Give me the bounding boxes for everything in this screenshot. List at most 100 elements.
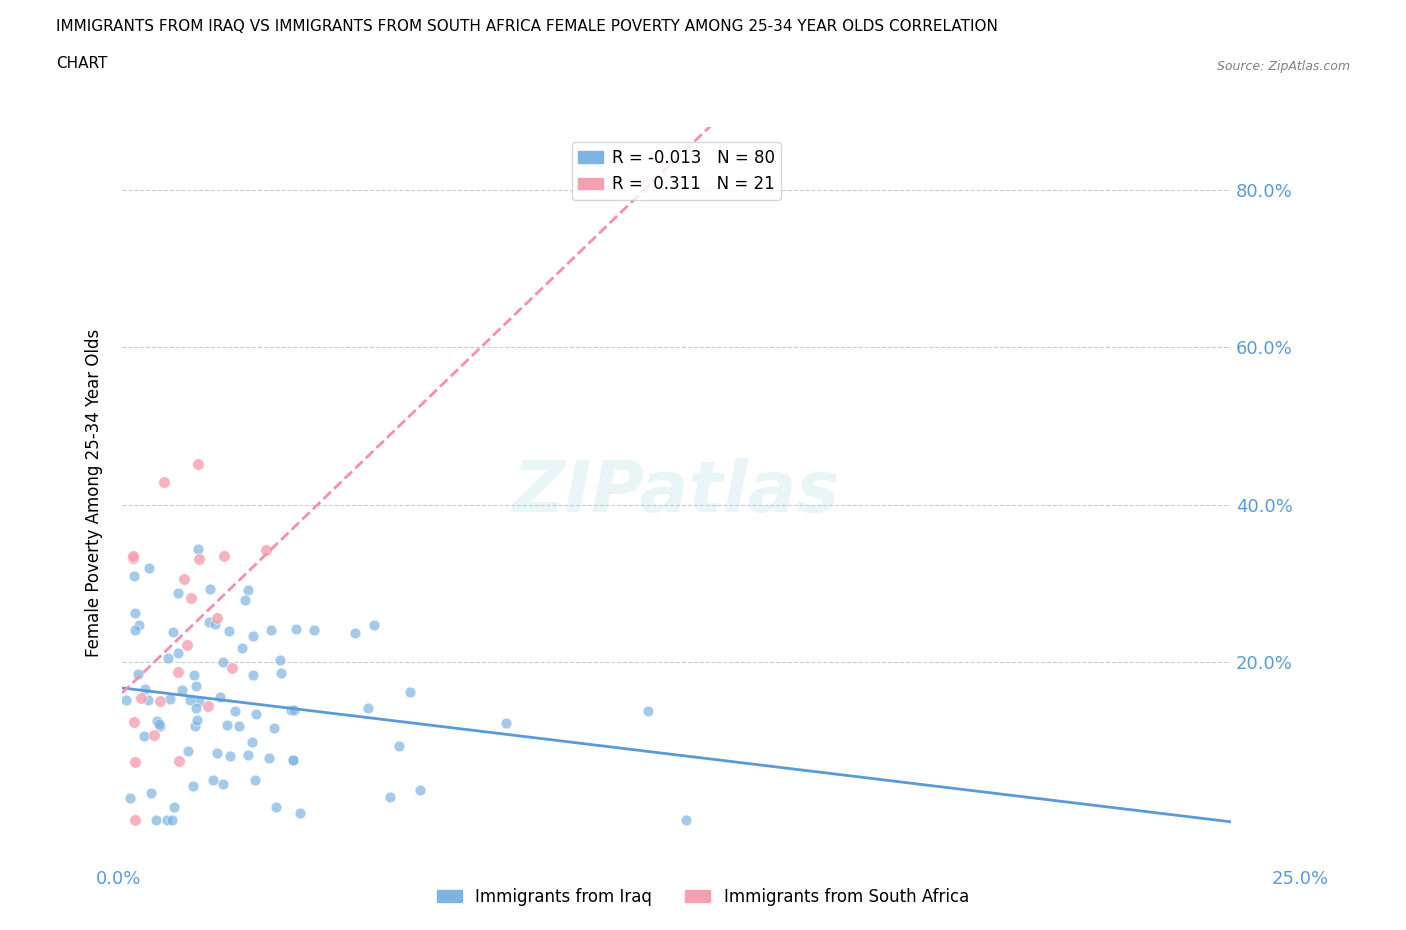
Point xyxy=(205,745,228,760)
Point xyxy=(186,713,208,728)
Point xyxy=(343,625,366,640)
Point xyxy=(124,813,146,828)
Point xyxy=(242,629,264,644)
Point xyxy=(128,618,150,632)
Point xyxy=(124,622,146,637)
Point xyxy=(179,692,201,707)
Point xyxy=(121,549,143,564)
Point xyxy=(204,617,226,631)
Point xyxy=(188,551,211,566)
Point xyxy=(240,735,263,750)
Point xyxy=(281,753,304,768)
Point xyxy=(149,694,172,709)
Point xyxy=(212,548,235,563)
Point xyxy=(260,623,283,638)
Point xyxy=(245,706,267,721)
Point xyxy=(270,666,292,681)
Text: CHART: CHART xyxy=(56,56,108,71)
Point xyxy=(224,703,246,718)
Point xyxy=(139,786,162,801)
Point xyxy=(184,679,207,694)
Point xyxy=(399,684,422,699)
Point xyxy=(357,700,380,715)
Point xyxy=(218,623,240,638)
Point xyxy=(184,719,207,734)
Point xyxy=(302,622,325,637)
Point xyxy=(162,624,184,639)
Point xyxy=(280,702,302,717)
Point xyxy=(243,773,266,788)
Point xyxy=(145,813,167,828)
Point xyxy=(236,583,259,598)
Point xyxy=(212,777,235,791)
Point xyxy=(284,621,307,636)
Point xyxy=(290,805,312,820)
Point xyxy=(124,605,146,620)
Point xyxy=(269,653,291,668)
Point xyxy=(198,615,221,630)
Legend: R = -0.013   N = 80, R =  0.311   N = 21: R = -0.013 N = 80, R = 0.311 N = 21 xyxy=(572,142,782,200)
Point xyxy=(157,651,180,666)
Y-axis label: Female Poverty Among 25-34 Year Olds: Female Poverty Among 25-34 Year Olds xyxy=(86,329,103,657)
Point xyxy=(221,660,243,675)
Point xyxy=(127,667,149,682)
Point xyxy=(231,640,253,655)
Point xyxy=(136,693,159,708)
Point xyxy=(264,800,287,815)
Point xyxy=(149,719,172,734)
Point xyxy=(215,718,238,733)
Point xyxy=(187,693,209,708)
Point xyxy=(378,789,401,804)
Point xyxy=(173,571,195,586)
Point xyxy=(124,755,146,770)
Point xyxy=(187,457,209,472)
Text: ZIPatlas: ZIPatlas xyxy=(513,458,841,527)
Point xyxy=(183,668,205,683)
Point xyxy=(143,727,166,742)
Point xyxy=(120,790,142,805)
Point xyxy=(138,560,160,575)
Point xyxy=(219,749,242,764)
Point xyxy=(242,668,264,683)
Text: 25.0%: 25.0% xyxy=(1271,870,1329,887)
Point xyxy=(637,704,659,719)
Point xyxy=(233,593,256,608)
Point xyxy=(201,773,224,788)
Point xyxy=(259,751,281,765)
Point xyxy=(212,655,235,670)
Point xyxy=(187,542,209,557)
Point xyxy=(167,753,190,768)
Point xyxy=(198,581,221,596)
Point xyxy=(115,693,138,708)
Point xyxy=(122,714,145,729)
Point xyxy=(238,748,260,763)
Point xyxy=(145,713,167,728)
Point xyxy=(167,645,190,660)
Point xyxy=(184,700,207,715)
Point xyxy=(159,692,181,707)
Text: 0.0%: 0.0% xyxy=(96,870,141,887)
Point xyxy=(122,569,145,584)
Point xyxy=(153,474,176,489)
Point xyxy=(134,728,156,743)
Point xyxy=(208,689,231,704)
Text: Source: ZipAtlas.com: Source: ZipAtlas.com xyxy=(1216,60,1350,73)
Point xyxy=(183,778,205,793)
Point xyxy=(167,664,190,679)
Legend: Immigrants from Iraq, Immigrants from South Africa: Immigrants from Iraq, Immigrants from So… xyxy=(430,881,976,912)
Point xyxy=(148,716,170,731)
Point xyxy=(263,721,285,736)
Point xyxy=(228,719,250,734)
Point xyxy=(163,800,186,815)
Point xyxy=(129,691,152,706)
Point xyxy=(363,618,385,632)
Point xyxy=(167,585,190,600)
Point xyxy=(177,744,200,759)
Point xyxy=(388,738,411,753)
Point xyxy=(160,813,183,828)
Point xyxy=(170,683,193,698)
Point xyxy=(675,813,697,828)
Point xyxy=(495,715,517,730)
Text: IMMIGRANTS FROM IRAQ VS IMMIGRANTS FROM SOUTH AFRICA FEMALE POVERTY AMONG 25-34 : IMMIGRANTS FROM IRAQ VS IMMIGRANTS FROM … xyxy=(56,19,998,33)
Point xyxy=(283,703,305,718)
